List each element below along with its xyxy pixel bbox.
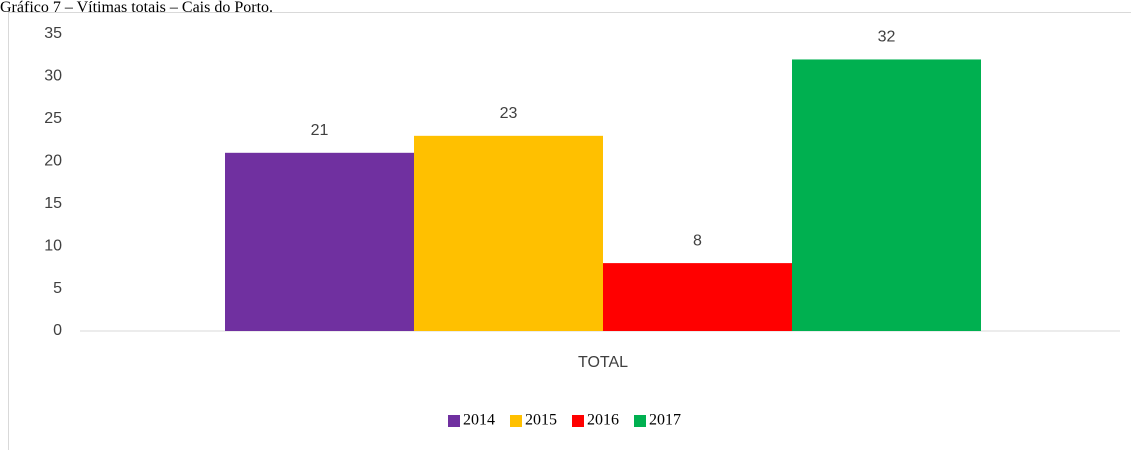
data-label: 21 bbox=[311, 122, 329, 139]
legend-label: 2016 bbox=[587, 412, 619, 429]
bar bbox=[603, 263, 792, 331]
legend-swatch bbox=[448, 415, 460, 427]
chart-title: Gráfico 7 – Vítimas totais – Cais do Por… bbox=[0, 0, 273, 16]
bar bbox=[414, 135, 603, 331]
data-label: 8 bbox=[693, 232, 702, 249]
y-tick-label: 20 bbox=[44, 153, 62, 170]
data-label: 23 bbox=[500, 105, 518, 122]
x-tick-label: TOTAL bbox=[578, 354, 628, 371]
bar bbox=[792, 59, 981, 331]
data-label: 32 bbox=[878, 29, 896, 46]
legend-label: 2017 bbox=[649, 412, 681, 429]
y-tick-label: 25 bbox=[44, 110, 62, 127]
legend-swatch bbox=[510, 415, 522, 427]
y-tick-label: 35 bbox=[44, 25, 62, 42]
bar bbox=[225, 152, 414, 331]
legend-label: 2014 bbox=[463, 412, 495, 429]
y-tick-label: 30 bbox=[44, 68, 62, 85]
legend-swatch bbox=[572, 415, 584, 427]
y-tick-label: 15 bbox=[44, 195, 62, 212]
y-tick-label: 5 bbox=[53, 280, 62, 297]
legend-label: 2015 bbox=[525, 412, 557, 429]
y-tick-label: 10 bbox=[44, 237, 62, 254]
legend-swatch bbox=[634, 415, 646, 427]
y-tick-label: 0 bbox=[53, 322, 62, 339]
